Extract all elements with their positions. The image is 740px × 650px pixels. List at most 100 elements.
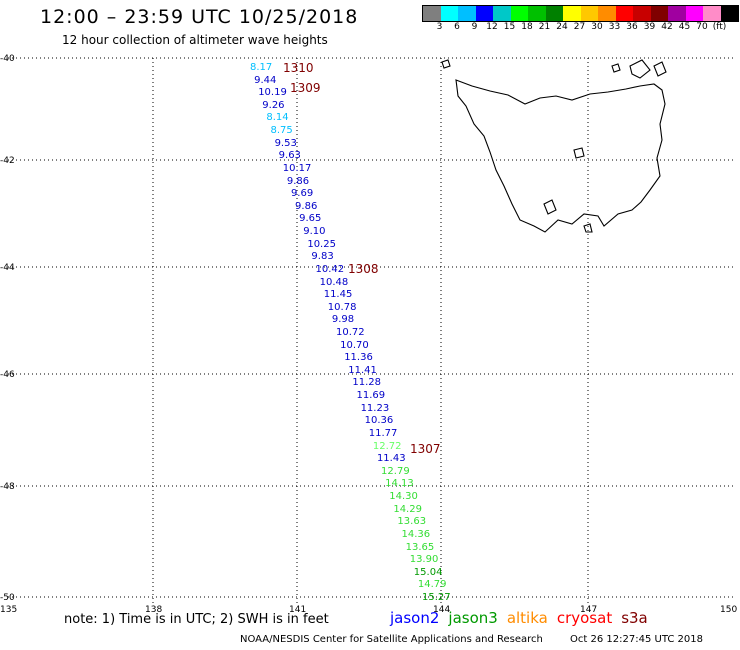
- satellite-legend: jason2 jason3 altika cryosat s3a: [390, 609, 657, 627]
- wave-height-value: 8.14: [266, 112, 289, 124]
- wave-height-value: 11.43: [376, 453, 406, 465]
- color-swatch: [423, 6, 441, 21]
- wave-height-value: 9.65: [299, 213, 322, 225]
- wave-height-value: 9.53: [274, 137, 297, 149]
- wave-height-value: 13.90: [409, 554, 439, 566]
- wave-height-value: 9.69: [290, 188, 314, 200]
- wave-height-value: 9.44: [254, 74, 277, 86]
- color-scale-tick: (ft): [712, 22, 727, 32]
- wave-height-value: 11.77: [368, 427, 398, 439]
- wave-height-value: 14.79: [417, 579, 447, 591]
- wave-height-value: 9.63: [278, 150, 301, 162]
- lat-label: -42: [0, 156, 15, 166]
- satellite-name: cryosat: [556, 609, 613, 627]
- color-scale-legend: [422, 5, 739, 22]
- pass-number-label: 1307: [410, 442, 441, 456]
- wave-height-value: 15.04: [413, 566, 443, 578]
- satellite-name: jason2: [390, 609, 440, 627]
- color-swatch: [598, 6, 616, 21]
- wave-height-value: 11.45: [323, 289, 353, 301]
- satellite-name: jason3: [448, 609, 498, 627]
- color-swatch: [703, 6, 721, 21]
- tasmania-coastline: [441, 59, 667, 233]
- wave-height-value: 8.75: [270, 125, 293, 137]
- wave-height-value: 9.98: [331, 314, 355, 326]
- color-swatch: [510, 6, 528, 21]
- wave-height-value: 13.63: [397, 516, 427, 528]
- color-swatch: [458, 6, 476, 21]
- color-scale-tick: 70: [696, 22, 708, 32]
- color-scale-tick: 15: [503, 22, 516, 32]
- color-scale-tick: 24: [556, 22, 568, 32]
- wave-height-value: 12.79: [381, 465, 410, 477]
- color-scale-ticks: 3 6 9 12 15 18 21 24 27 30 33 36 39 42 45 70 (ft): [422, 22, 728, 32]
- color-scale-tick: 18: [521, 22, 533, 32]
- color-swatch: [720, 6, 738, 21]
- color-swatch: [440, 6, 458, 21]
- color-scale-tick: 27: [573, 22, 586, 32]
- color-swatch: [545, 6, 563, 21]
- color-scale-tick: 30: [591, 22, 603, 32]
- credit-footer: NOAA/NESDIS Center for Satellite Applica…: [240, 634, 703, 645]
- lon-label: 150: [720, 605, 738, 615]
- color-swatch: [633, 6, 651, 21]
- wave-height-value: 10.42: [315, 263, 345, 275]
- map-subtitle: 12 hour collection of altimeter wave hei…: [62, 33, 328, 47]
- pass-number-label: 1310: [283, 61, 314, 75]
- wave-height-value: 9.83: [311, 251, 334, 263]
- color-scale-tick: 36: [626, 22, 638, 32]
- lat-label: -44: [0, 263, 15, 273]
- wave-height-value: 10.48: [319, 276, 349, 288]
- wave-height-value: 12.72: [372, 440, 402, 452]
- lat-label: -50: [0, 593, 15, 603]
- color-swatch: [668, 6, 686, 21]
- color-swatch: [563, 6, 581, 21]
- color-scale-tick: 45: [678, 22, 691, 32]
- wave-height-value: 14.30: [389, 491, 418, 503]
- color-swatch: [685, 6, 703, 21]
- wave-height-value: 11.23: [360, 402, 390, 414]
- color-swatch: [580, 6, 598, 21]
- credit-text: NOAA/NESDIS Center for Satellite Applica…: [240, 634, 543, 645]
- color-scale-tick: 12: [486, 22, 498, 32]
- wave-height-value: 10.17: [282, 162, 312, 174]
- lon-label: 147: [580, 605, 598, 615]
- lon-label: 144: [433, 605, 451, 615]
- wave-height-value: 11.36: [344, 352, 373, 364]
- generated-timestamp: Oct 26 12:27:45 UTC 2018: [570, 634, 703, 645]
- wave-height-value: 14.36: [401, 528, 431, 540]
- color-scale-tick: 21: [538, 22, 551, 32]
- wave-height-value: 14.29: [393, 503, 422, 515]
- footnote: note: 1) Time is in UTC; 2) SWH is in fe…: [64, 612, 329, 627]
- satellite-name: altika: [506, 609, 548, 627]
- wave-height-value: 15.27: [422, 592, 451, 603]
- color-scale-tick: 42: [661, 22, 673, 32]
- color-scale-tick: 9: [471, 22, 478, 32]
- lon-label: 135: [0, 605, 18, 615]
- wave-height-value: 10.36: [364, 415, 394, 427]
- color-scale-tick: 3: [436, 22, 443, 32]
- wave-height-value: 10.19: [258, 87, 287, 99]
- wave-height-value: 9.26: [262, 99, 285, 111]
- wave-height-value: 10.72: [336, 327, 365, 338]
- wave-height-value: 13.65: [405, 541, 435, 553]
- map-title: 12:00 – 23:59 UTC 10/25/2018: [40, 6, 359, 28]
- satellite-name: s3a: [621, 609, 648, 627]
- color-swatch: [493, 6, 511, 21]
- wave-height-value: 11.28: [352, 377, 382, 389]
- wave-height-value: 14.13: [385, 478, 414, 490]
- wave-height-value: 10.25: [307, 238, 336, 250]
- wave-height-value: 11.41: [348, 364, 377, 376]
- lat-label: -46: [0, 370, 15, 380]
- wave-height-value: 11.69: [356, 390, 386, 402]
- wave-height-value: 10.78: [327, 301, 357, 313]
- color-swatch: [650, 6, 668, 21]
- graticule: [8, 57, 736, 604]
- color-scale-tick: 6: [454, 22, 460, 32]
- color-swatch: [528, 6, 546, 21]
- wave-height-value: 9.10: [303, 226, 326, 238]
- pass-number-label: 1308: [348, 262, 379, 276]
- color-swatch: [615, 6, 633, 21]
- lon-label: 141: [289, 605, 307, 615]
